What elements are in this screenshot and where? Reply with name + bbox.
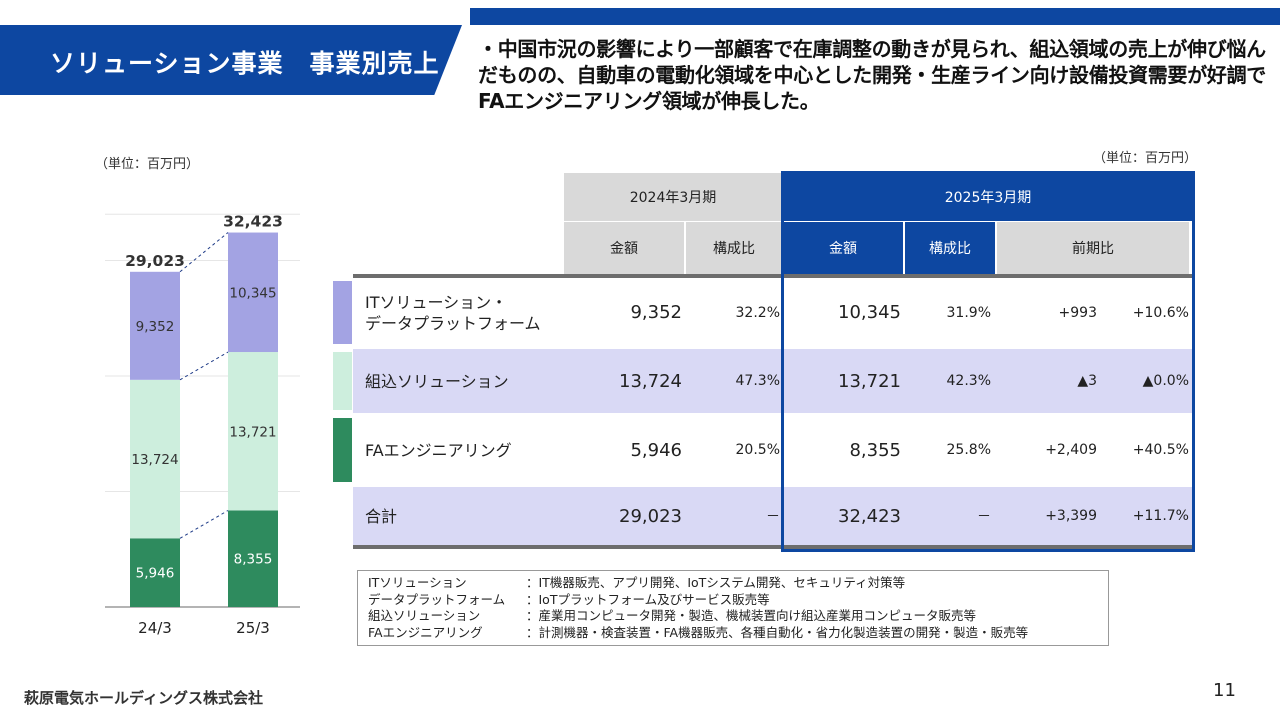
table-unit-label: （単位：百万円） — [1093, 151, 1198, 166]
prev-amount: 29,023 — [619, 505, 682, 527]
header-period-curr: 2025年3月期 — [783, 173, 1193, 221]
bar-segment — [228, 352, 278, 511]
table-row — [353, 278, 1193, 347]
header-prev-amount: 金額 — [564, 222, 684, 274]
header-yoy: 前期比 — [997, 222, 1189, 274]
segment-color-bar — [333, 352, 352, 410]
yoy-diff: +3,399 — [1045, 508, 1097, 524]
yoy-pct: ▲0.0% — [1142, 373, 1189, 389]
prev-ratio: 47.3% — [735, 373, 780, 389]
table-row — [353, 349, 1193, 413]
table-row — [353, 487, 1193, 545]
header-stripe — [470, 8, 1280, 25]
definition-text: ：計測機器・検査装置・FA機器販売、各種自動化・省力化製造装置の開発・製造・販売… — [526, 624, 1029, 640]
prev-amount: 5,946 — [630, 439, 682, 461]
prev-ratio: 20.5% — [735, 442, 780, 458]
total-label: 32,423 — [223, 213, 283, 231]
row-label: FAエンジニアリング — [365, 440, 512, 460]
stacked-bar-chart: 5,946 13,724 9,352 29,023 24/3 8,355 13,721 10,… — [105, 213, 300, 637]
bar-segment — [228, 510, 278, 607]
header-curr-ratio: 構成比 — [905, 222, 995, 274]
definition-text: ：IoTプラットフォーム及びサービス販売等 — [526, 591, 770, 607]
curr-amount: 32,423 — [838, 505, 901, 527]
row-label: ITソリューション・ データプラットフォーム — [365, 292, 541, 333]
table-bottom-rule — [353, 545, 1193, 549]
definition-text: ：産業用コンピュータ開発・製造、機械装置向け組込産業用コンピュータ販売等 — [526, 608, 977, 623]
yoy-pct: +11.7% — [1132, 508, 1189, 524]
segment-color-bar — [333, 418, 352, 482]
yoy-diff: +993 — [1058, 304, 1097, 321]
definition-term: ITソリューション — [368, 575, 467, 590]
header-period-prev: 2024年3月期 — [564, 173, 782, 221]
definition-term: FAエンジニアリング — [368, 624, 483, 640]
prev-ratio: － — [766, 509, 780, 525]
curr-amount: 10,345 — [838, 302, 901, 323]
curr-ratio: 25.8% — [946, 442, 991, 458]
yoy-diff: +2,409 — [1045, 442, 1097, 458]
curr-amount: 13,721 — [838, 370, 901, 392]
prev-ratio: 32.2% — [735, 304, 780, 321]
data-label: 13,721 — [229, 424, 276, 440]
curr-ratio: 42.3% — [946, 373, 991, 389]
category-label: 25/3 — [236, 619, 270, 637]
header-curr-amount: 金額 — [783, 222, 903, 274]
page-title: ソリューション事業 事業別売上 — [50, 49, 440, 78]
data-label: 8,355 — [234, 552, 273, 568]
yoy-pct: +10.6% — [1132, 304, 1189, 321]
bar-segment — [130, 538, 180, 607]
curr-ratio: 31.9% — [946, 304, 991, 321]
segment-color-bar — [333, 281, 352, 344]
data-label: 13,724 — [131, 452, 178, 468]
summary-text: ・中国市況の影響により一部顧客で在庫調整の動きが見られ、組込領域の売上が伸び悩ん… — [478, 37, 1266, 113]
row-label: 組込ソリューション — [365, 371, 509, 391]
row-label: 合計 — [365, 506, 398, 526]
yoy-pct: +40.5% — [1132, 442, 1189, 458]
title-banner — [0, 25, 462, 95]
total-label: 29,023 — [125, 252, 185, 270]
header-prev-ratio: 構成比 — [686, 222, 782, 274]
data-label: 9,352 — [136, 319, 175, 335]
data-label: 5,946 — [136, 566, 175, 582]
yoy-diff: ▲3 — [1077, 373, 1097, 389]
current-period-frame — [781, 171, 1195, 552]
curr-amount: 8,355 — [849, 439, 901, 461]
definition-term: 組込ソリューション — [368, 608, 481, 623]
table-row — [353, 415, 1193, 485]
company-logo: 萩原電気ホールディングス株式会社 — [24, 689, 263, 707]
bar-segment — [130, 379, 180, 539]
connector-line — [179, 232, 229, 273]
bar-segment — [130, 271, 180, 380]
chart-unit-label: （単位：百万円） — [95, 157, 200, 172]
bar-segment — [228, 232, 278, 353]
category-label: 24/3 — [138, 619, 172, 637]
data-label: 10,345 — [229, 285, 276, 301]
table-top-rule — [353, 274, 1193, 278]
curr-ratio: － — [977, 509, 991, 525]
definition-term: データプラットフォーム — [368, 591, 506, 607]
definition-text: ：IT機器販売、アプリ開発、IoTシステム開発、セキュリティ対策等 — [526, 575, 906, 590]
segment-definitions: ITソリューション ：IT機器販売、アプリ開発、IoTシステム開発、セキュリティ対… — [357, 570, 1109, 646]
connector-line — [179, 510, 229, 539]
page-number: 11 — [1213, 680, 1236, 701]
prev-amount: 9,352 — [630, 302, 682, 323]
prev-amount: 13,724 — [619, 370, 682, 392]
